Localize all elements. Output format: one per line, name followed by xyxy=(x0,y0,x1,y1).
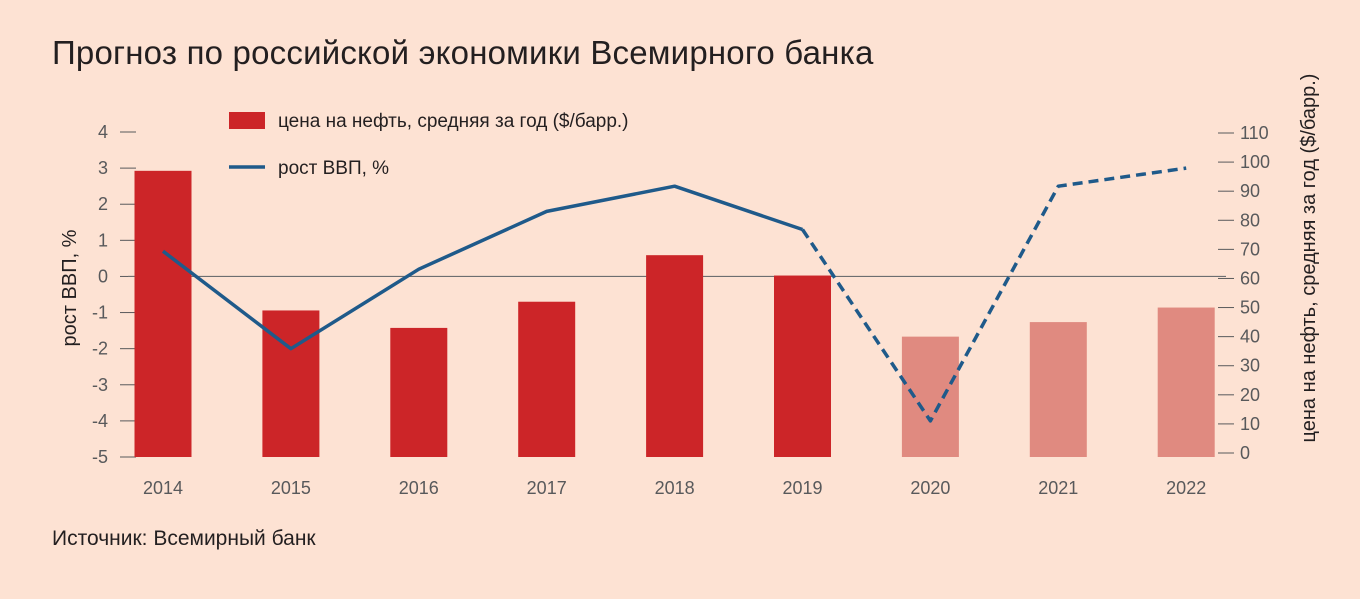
x-axis-labels: 2014 2015 2016 2017 2018 2019 2020 2021 2022 xyxy=(143,478,1206,498)
oil-price-bar-2019 xyxy=(774,275,831,457)
right-tick-label: 110 xyxy=(1240,123,1269,143)
gdp-line-forecast xyxy=(801,166,1187,423)
right-tick-label: 80 xyxy=(1240,210,1260,230)
left-tick-label: -5 xyxy=(92,447,108,467)
x-tick-label-2015: 2015 xyxy=(271,478,311,498)
oil-price-bar-2020 xyxy=(901,336,959,457)
x-tick-label-2019: 2019 xyxy=(782,478,822,498)
left-axis: 4 3 2 1 0 -1 -2 -3 -4 -5 xyxy=(92,122,136,467)
source-note: Источник: Всемирный банк xyxy=(52,527,316,550)
x-tick-label-2018: 2018 xyxy=(655,478,695,498)
x-tick-label-2016: 2016 xyxy=(399,478,439,498)
right-axis-title: цена на нефть, средняя за год ($/барр.) xyxy=(1298,74,1320,443)
left-tick-label: 3 xyxy=(98,158,108,178)
left-tick-label: 4 xyxy=(98,122,108,142)
oil-price-bar-2016 xyxy=(390,327,448,457)
right-tick-label: 20 xyxy=(1240,385,1260,405)
oil-price-bar-2018 xyxy=(646,255,704,457)
legend-oil-price-swatch xyxy=(229,112,265,129)
left-tick-label: -4 xyxy=(92,411,108,431)
legend: цена на нефть, средняя за год ($/барр.) … xyxy=(229,111,629,179)
right-tick-label: 60 xyxy=(1240,268,1260,288)
left-tick-label: -2 xyxy=(92,339,108,359)
oil-price-bar-2014 xyxy=(134,170,192,457)
oil-price-bars xyxy=(134,170,1215,457)
right-tick-label: 90 xyxy=(1240,181,1260,201)
oil-price-bar-2021 xyxy=(1029,322,1087,457)
x-tick-label-2021: 2021 xyxy=(1038,478,1078,498)
right-tick-label: 40 xyxy=(1240,327,1260,347)
x-tick-label-2022: 2022 xyxy=(1166,478,1206,498)
x-tick-label-2017: 2017 xyxy=(527,478,567,498)
left-tick-label: 0 xyxy=(98,266,108,286)
right-tick-label: 100 xyxy=(1240,152,1270,172)
legend-oil-price-label: цена на нефть, средняя за год ($/барр.) xyxy=(278,111,629,132)
right-tick-label: 30 xyxy=(1240,356,1260,376)
left-axis-title: рост ВВП, % xyxy=(59,229,81,346)
right-tick-label: 50 xyxy=(1240,298,1260,318)
right-tick-label: 0 xyxy=(1240,443,1250,463)
left-tick-label: 2 xyxy=(98,194,108,214)
x-tick-label-2014: 2014 xyxy=(143,478,183,498)
oil-price-bar-2022 xyxy=(1157,307,1215,457)
chart-title: Прогноз по российской экономики Всемирно… xyxy=(52,34,874,71)
legend-gdp-label: рост ВВП, % xyxy=(278,158,389,179)
gdp-growth-line xyxy=(161,166,1187,423)
right-tick-label: 10 xyxy=(1240,414,1260,434)
left-tick-label: -1 xyxy=(92,303,108,323)
left-tick-label: 1 xyxy=(98,230,108,250)
x-tick-label-2020: 2020 xyxy=(910,478,950,498)
right-tick-label: 70 xyxy=(1240,239,1260,259)
oil-price-bar-2017 xyxy=(518,301,576,457)
left-tick-label: -3 xyxy=(92,375,108,395)
gdp-line-actual xyxy=(161,184,804,351)
